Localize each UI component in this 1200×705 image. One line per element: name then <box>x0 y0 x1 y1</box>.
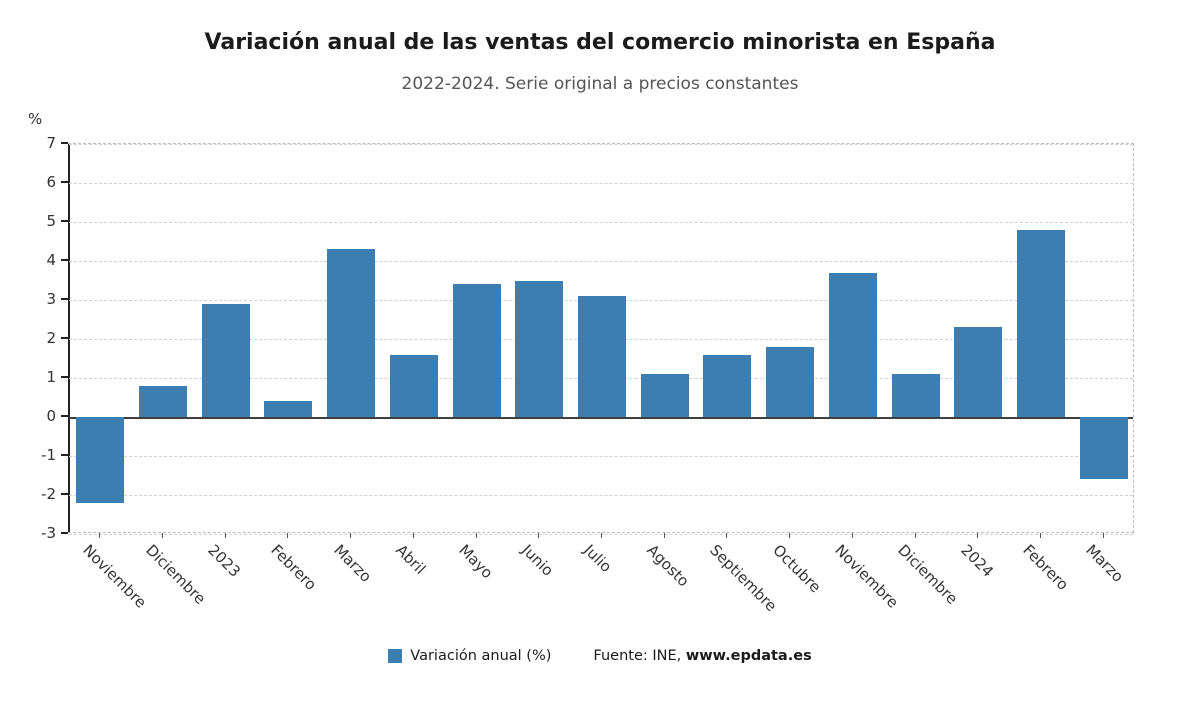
chart-subtitle: 2022-2024. Serie original a precios cons… <box>401 74 799 94</box>
legend-row: Variación anual (%) Fuente: INE, www.epd… <box>0 648 1200 664</box>
gridline <box>69 456 1133 457</box>
y-tick-label: 5 <box>46 212 56 230</box>
x-tick-mark <box>287 533 289 538</box>
y-tick-label: -2 <box>41 485 56 503</box>
y-tick-label: 7 <box>46 134 56 152</box>
y-axis-spine <box>68 144 70 532</box>
x-tick-label: Julio <box>580 541 616 576</box>
x-tick-label: Diciembre <box>141 541 209 608</box>
x-tick-label: 2023 <box>204 541 245 581</box>
x-tick-label: Diciembre <box>894 541 962 608</box>
bar-junio <box>515 280 564 417</box>
gridline <box>69 495 1133 496</box>
x-tick-mark <box>663 533 665 538</box>
bar-marzo <box>327 249 376 417</box>
plot-wrap: 7 6 5 4 3 2 1 0 -1 -2 -3 Noviembre Diciembre 2023 Febr… <box>41 134 1134 615</box>
y-tick-label: -1 <box>41 446 56 464</box>
y-tick-label: 3 <box>46 290 56 308</box>
x-tick-mark <box>914 533 916 538</box>
bar-diciembre <box>139 385 188 417</box>
bar-noviembre <box>828 272 877 417</box>
y-tick-mark <box>61 142 68 144</box>
chart-title: Variación anual de las ventas del comerc… <box>204 30 996 55</box>
gridline <box>69 183 1133 184</box>
x-tick-label: Mayo <box>455 541 497 583</box>
gridline <box>69 144 1133 145</box>
y-tick-label: 2 <box>46 329 56 347</box>
x-tick-mark <box>789 533 791 538</box>
x-tick-mark <box>1102 533 1104 538</box>
x-tick-mark <box>538 533 540 538</box>
gridline <box>69 222 1133 223</box>
x-tick-label: Junio <box>518 541 557 580</box>
bar-septiembre <box>703 354 752 417</box>
x-tick-label: Noviembre <box>79 541 150 612</box>
source-text: Fuente: INE, www.epdata.es <box>593 648 811 664</box>
x-tick-label: Febrero <box>267 541 320 594</box>
x-tick-label: 2024 <box>956 541 997 581</box>
y-tick-mark <box>61 532 68 534</box>
x-tick-mark <box>726 533 728 538</box>
x-tick-mark <box>851 533 853 538</box>
x-tick-label: Marzo <box>1082 541 1128 586</box>
y-tick-mark <box>61 298 68 300</box>
x-tick-mark <box>977 533 979 538</box>
bar-mayo <box>452 284 501 417</box>
y-tick-mark <box>61 415 68 417</box>
x-tick-mark <box>412 533 414 538</box>
y-tick-label: 0 <box>46 407 56 425</box>
bar-marzo <box>1079 417 1128 480</box>
zero-line <box>69 417 1133 419</box>
y-tick-label: 1 <box>46 368 56 386</box>
y-tick-mark <box>61 376 68 378</box>
y-axis-unit-label: % <box>28 110 43 128</box>
y-tick-label: 6 <box>46 173 56 191</box>
legend-swatch <box>388 649 403 663</box>
bar-2024 <box>954 327 1003 417</box>
x-tick-mark <box>1039 533 1041 538</box>
legend-label: Variación anual (%) <box>410 648 552 664</box>
x-tick-mark <box>99 533 101 538</box>
bar-agosto <box>640 374 689 417</box>
x-tick-mark <box>162 533 164 538</box>
source-link[interactable]: www.epdata.es <box>685 648 812 664</box>
x-tick-mark <box>475 533 477 538</box>
gridline <box>69 261 1133 262</box>
x-tick-label: Abril <box>392 541 430 578</box>
y-tick-label: 4 <box>46 251 56 269</box>
y-tick-mark <box>61 220 68 222</box>
y-tick-mark <box>61 454 68 456</box>
x-tick-label: Noviembre <box>831 541 903 612</box>
bar-febrero <box>1016 229 1065 417</box>
bar-noviembre <box>76 417 125 503</box>
y-tick-mark <box>61 181 68 183</box>
plot-area <box>68 143 1134 535</box>
x-tick-mark <box>601 533 602 538</box>
x-tick-mark <box>350 533 352 538</box>
bar-2023 <box>201 303 250 417</box>
x-tick-label: Octubre <box>768 541 825 597</box>
x-tick-label: Marzo <box>329 541 375 586</box>
bar-abril <box>389 354 438 417</box>
bar-octubre <box>766 346 815 417</box>
y-tick-mark <box>61 259 68 261</box>
bar-diciembre <box>891 374 940 417</box>
x-tick-label: Febrero <box>1019 541 1073 594</box>
y-tick-label: -3 <box>41 524 56 542</box>
bar-julio <box>578 296 626 417</box>
x-tick-label: Agosto <box>643 541 693 591</box>
bar-febrero <box>264 401 313 417</box>
y-tick-mark <box>61 337 68 339</box>
x-tick-mark <box>224 533 226 538</box>
source-prefix: Fuente: INE, <box>593 648 686 664</box>
y-tick-mark <box>61 493 68 495</box>
